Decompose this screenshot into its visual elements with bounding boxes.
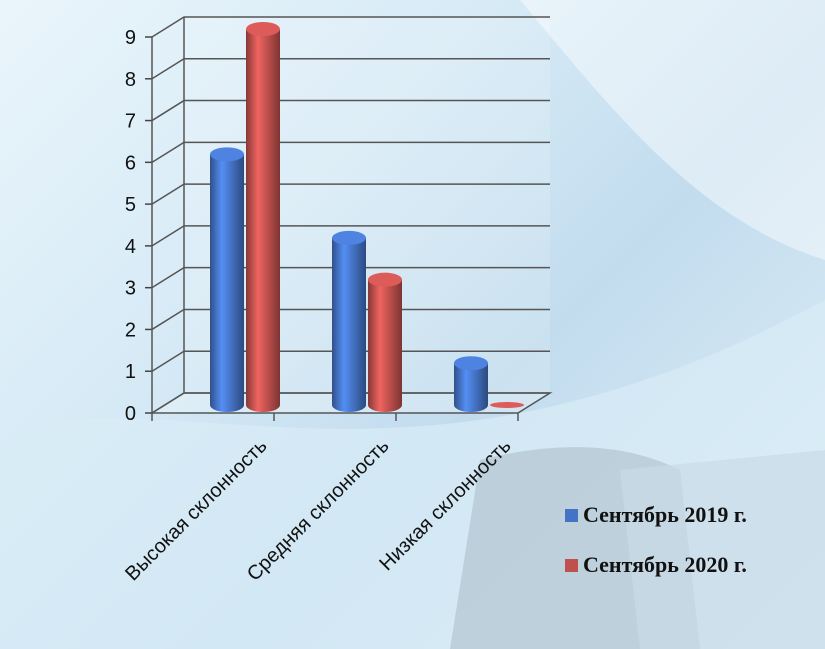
y-tick-label: 5 (125, 194, 136, 216)
bar-2020-1 (246, 22, 280, 412)
legend-label-2020: Сентябрь 2020 г. (583, 552, 747, 577)
legend-item-2019: Сентябрь 2019 г. (565, 500, 747, 530)
y-tick-label: 8 (125, 69, 136, 91)
bar-2020-3 (490, 402, 524, 408)
y-tick-label: 7 (125, 111, 136, 133)
bars (210, 22, 524, 413)
y-tick-label: 1 (125, 361, 136, 383)
x-category-label: Низкая склонность (375, 435, 515, 575)
bar-2019-2 (332, 230, 366, 412)
bar-2019-3 (454, 356, 488, 412)
y-tick-label: 6 (125, 152, 136, 174)
y-tick-label: 0 (125, 403, 136, 425)
x-category-label: Средняя склонность (243, 435, 394, 586)
legend-swatch-2019 (565, 508, 578, 522)
y-tick-label: 9 (125, 27, 136, 49)
y-tick-label: 4 (125, 236, 136, 258)
y-tick-label: 2 (125, 319, 136, 341)
bar-2020-2 (368, 272, 402, 412)
legend-label-2019: Сентябрь 2019 г. (583, 502, 747, 527)
legend-swatch-2020 (565, 558, 578, 572)
legend: Сентябрь 2019 г. Сентябрь 2020 г. (565, 500, 747, 600)
axes (145, 17, 519, 421)
y-tick-label: 3 (125, 278, 136, 300)
bar-2019-1 (210, 147, 244, 413)
legend-item-2020: Сентябрь 2020 г. (565, 550, 747, 580)
